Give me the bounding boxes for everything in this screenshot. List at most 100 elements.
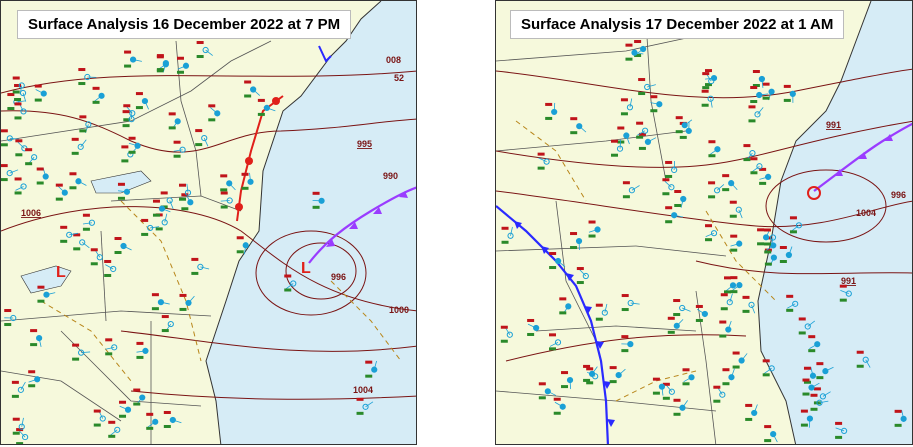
dewpoint-mark: [708, 154, 716, 158]
wind-barb: [730, 182, 738, 191]
temperature-mark: [783, 84, 791, 88]
dewpoint-mark: [25, 162, 33, 166]
temperature-mark: [701, 89, 709, 93]
temperature-mark: [702, 72, 710, 76]
station-circle: [792, 300, 799, 307]
temperature-mark: [73, 233, 81, 237]
station-circle: [680, 195, 687, 203]
temperature-mark: [802, 378, 810, 382]
dewpoint-mark: [611, 153, 619, 157]
wind-barb: [770, 237, 774, 247]
temperature-mark: [220, 174, 228, 178]
dewpoint-mark: [625, 57, 633, 61]
temperature-mark: [25, 148, 33, 152]
temperature-mark: [839, 284, 847, 288]
surface-map-panel-left: L L 995 990 1000 1004 1006 996 52 008 Su…: [0, 0, 417, 445]
wind-barb: [38, 338, 42, 347]
dewpoint-mark: [816, 376, 824, 380]
temperature-mark: [356, 397, 364, 401]
station-circle: [201, 134, 208, 142]
dewpoint-mark: [636, 135, 644, 139]
station-circle: [543, 158, 550, 165]
dewpoint-mark: [244, 94, 252, 98]
dewpoint-mark: [71, 151, 79, 155]
temperature-mark: [620, 98, 628, 102]
temperature-mark: [621, 335, 629, 339]
temperature-mark: [789, 216, 797, 220]
temperature-mark: [545, 102, 553, 106]
wind-barb: [82, 222, 92, 225]
wind-barb: [123, 245, 132, 251]
temperature-mark: [1, 129, 8, 133]
station-circle: [748, 301, 755, 308]
dewpoint-mark: [78, 82, 86, 86]
station-circle: [554, 339, 562, 346]
dewpoint-mark: [743, 158, 751, 162]
dewpoint-mark: [667, 330, 675, 334]
station-circle: [719, 391, 726, 398]
dewpoint-mark: [72, 357, 80, 361]
dewpoint-mark: [732, 365, 740, 369]
wind-barb: [130, 110, 132, 120]
temperature-mark: [724, 276, 732, 280]
station-circle: [6, 169, 13, 177]
dewpoint-mark: [757, 242, 765, 246]
station-circle: [110, 265, 117, 273]
isobar-label: 52: [394, 73, 404, 83]
wind-barb: [160, 301, 170, 305]
dewpoint-mark: [312, 205, 320, 209]
wind-barb: [631, 185, 640, 191]
temperature-mark: [179, 183, 187, 187]
temperature-mark: [123, 104, 131, 108]
temperature-mark: [611, 139, 619, 143]
dewpoint-mark: [724, 290, 732, 294]
station-circle: [809, 372, 817, 379]
temperature-mark: [69, 172, 77, 176]
temperature-mark: [181, 193, 189, 197]
dewpoint-mark: [151, 307, 159, 311]
dewpoint-mark: [673, 412, 681, 416]
temperature-mark: [90, 248, 98, 252]
wind-barb: [825, 366, 834, 372]
station-circle: [290, 280, 297, 287]
wind-barb: [732, 284, 740, 291]
temperature-mark: [675, 116, 683, 120]
low-pressure-marker: L: [301, 260, 311, 277]
wind-barb: [759, 93, 769, 96]
dewpoint-mark: [179, 307, 187, 311]
wind-barb: [819, 400, 829, 404]
occluded-front-symbols: [834, 134, 893, 176]
station-circle: [582, 272, 589, 280]
wind-barb: [682, 400, 688, 409]
dewpoint-mark: [665, 220, 673, 224]
dewpoint-mark: [176, 70, 184, 74]
dewpoint-mark: [16, 442, 24, 444]
station-circle: [85, 121, 92, 128]
wind-barb: [150, 226, 160, 229]
wind-barb: [549, 341, 559, 347]
dewpoint-mark: [119, 414, 127, 418]
station-circle: [688, 374, 695, 381]
wind-barb: [220, 200, 230, 202]
dewpoint-mark: [14, 116, 22, 120]
temperature-mark: [34, 84, 42, 88]
temperature-mark: [570, 117, 578, 121]
wind-barb: [547, 390, 557, 396]
wind-barb: [105, 346, 115, 350]
temperature-mark: [586, 367, 594, 371]
wind-barb: [664, 180, 672, 188]
dewpoint-mark: [621, 349, 629, 353]
dewpoint-mark: [764, 250, 772, 254]
temperature-mark: [244, 80, 252, 84]
station-circle: [679, 304, 686, 312]
temperature-mark: [764, 248, 772, 252]
wind-barb: [200, 266, 210, 270]
wind-barb: [94, 95, 102, 102]
wind-barb: [591, 366, 598, 375]
dewpoint-mark: [620, 112, 628, 116]
troughs: [515, 120, 777, 402]
wind-barb: [9, 137, 19, 140]
dewpoint-mark: [90, 262, 98, 266]
dewpoint-mark: [549, 347, 557, 351]
wind-barb: [186, 183, 189, 193]
